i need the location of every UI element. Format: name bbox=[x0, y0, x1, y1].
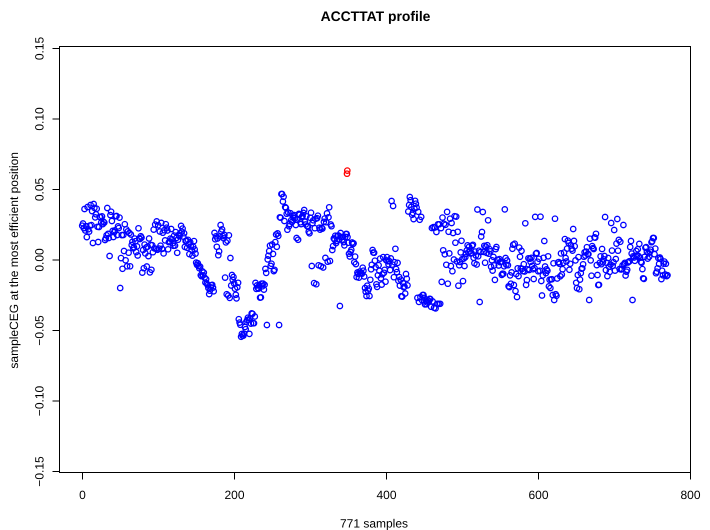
svg-text:771 samples: 771 samples bbox=[340, 517, 408, 530]
svg-text:−0.05: −0.05 bbox=[33, 315, 47, 346]
svg-text:0: 0 bbox=[79, 488, 86, 502]
svg-text:0.05: 0.05 bbox=[33, 177, 47, 201]
svg-text:sampleCEG at the most efficien: sampleCEG at the most efficient position bbox=[7, 152, 21, 369]
svg-text:0.15: 0.15 bbox=[33, 36, 47, 60]
svg-text:400: 400 bbox=[376, 488, 396, 502]
svg-text:ACCTTAT profile: ACCTTAT profile bbox=[321, 8, 431, 24]
svg-text:800: 800 bbox=[680, 488, 700, 502]
svg-text:0.00: 0.00 bbox=[33, 248, 47, 272]
svg-text:200: 200 bbox=[224, 488, 244, 502]
svg-text:−0.15: −0.15 bbox=[33, 456, 47, 487]
svg-text:600: 600 bbox=[528, 488, 548, 502]
svg-text:−0.10: −0.10 bbox=[33, 385, 47, 416]
svg-text:0.10: 0.10 bbox=[33, 107, 47, 131]
